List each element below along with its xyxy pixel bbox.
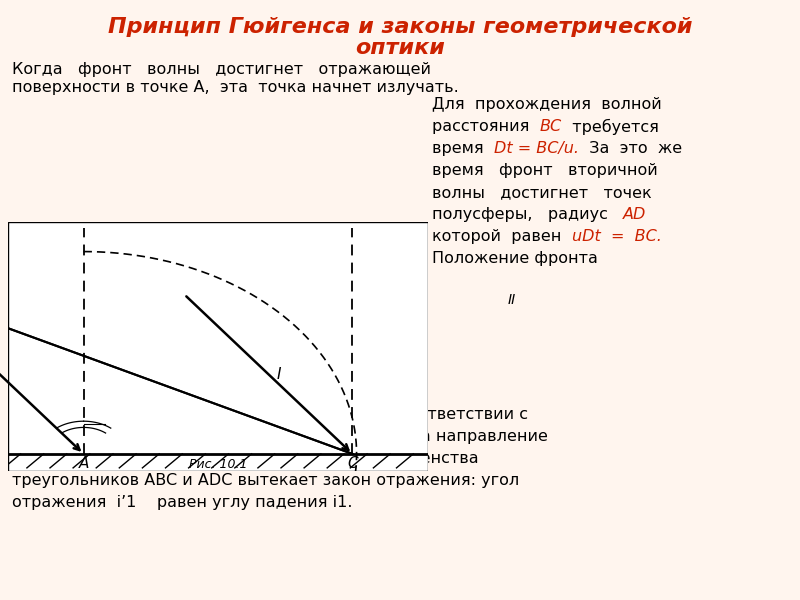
Text: Принцип Гюйгенса и законы геометрической: Принцип Гюйгенса и законы геометрической xyxy=(108,17,692,37)
Text: время   фронт   вторичной: время фронт вторичной xyxy=(432,163,658,178)
Text: требуется: требуется xyxy=(562,119,658,135)
Text: оптики: оптики xyxy=(355,38,445,58)
Text: II: II xyxy=(508,293,516,307)
Text: За  это  же: За это же xyxy=(579,141,682,156)
Text: отражения  i’1    равен углу падения i1.: отражения i’1 равен углу падения i1. xyxy=(12,495,353,510)
Text: Рис. 10.1: Рис. 10.1 xyxy=(189,458,247,471)
Text: Dt = BC/u.: Dt = BC/u. xyxy=(494,141,579,156)
Text: волны   достигнет   точек: волны достигнет точек xyxy=(432,185,652,200)
Text: AD: AD xyxy=(623,207,646,222)
Text: A: A xyxy=(78,456,89,471)
Text: расстояния: расстояния xyxy=(432,119,540,134)
Text: поверхности в точке А,  эта  точка начнет излучать.: поверхности в точке А, эта точка начнет … xyxy=(12,80,458,95)
Text: время: время xyxy=(432,141,494,156)
Text: треугольников ABC и ADC вытекает закон отражения: угол: треугольников ABC и ADC вытекает закон о… xyxy=(12,473,519,488)
Text: полусферы,   радиус: полусферы, радиус xyxy=(432,207,623,222)
Text: Положение фронта: Положение фронта xyxy=(432,251,598,266)
Text: которой  равен: которой равен xyxy=(432,229,572,244)
Text: BC: BC xyxy=(540,119,562,134)
Text: распространения этой волны — лучом II. Из равенства: распространения этой волны — лучом II. И… xyxy=(12,451,478,466)
Text: uDt  =  BC.: uDt = BC. xyxy=(572,229,662,244)
Text: отраженной волны в этот момент времени в соответствии с: отраженной волны в этот момент времени в… xyxy=(12,407,528,422)
Text: Для  прохождения  волной: Для прохождения волной xyxy=(432,97,662,112)
Text: принципом Гюйгенса задается плоскостью DC, а направление: принципом Гюйгенса задается плоскостью D… xyxy=(12,429,548,444)
Text: C: C xyxy=(347,456,358,471)
Text: Когда   фронт   волны   достигнет   отражающей: Когда фронт волны достигнет отражающей xyxy=(12,62,431,77)
Text: I: I xyxy=(277,367,281,382)
